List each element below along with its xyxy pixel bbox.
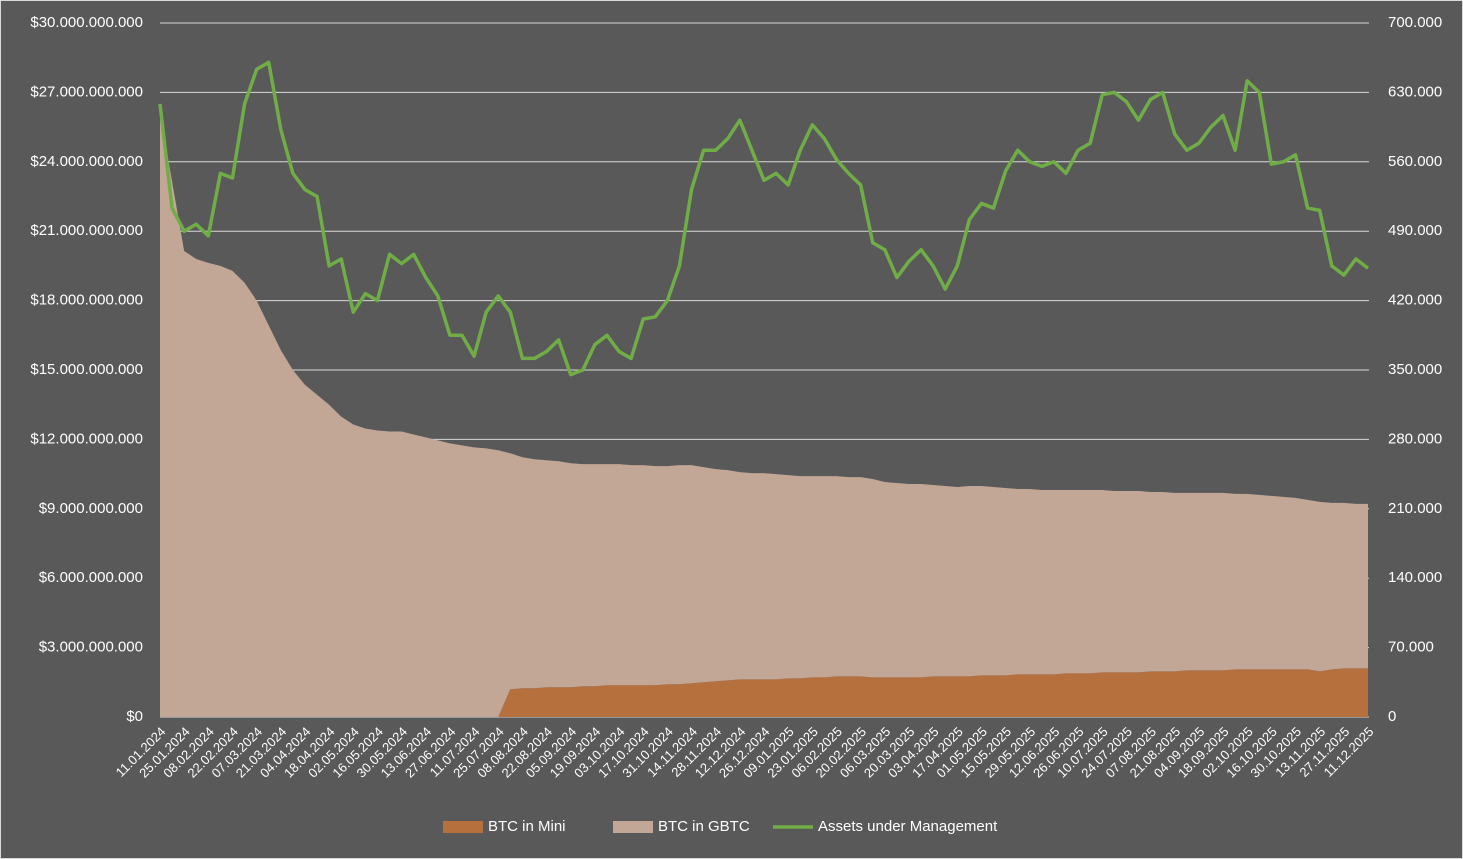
- y2-tick-label: 350.000: [1388, 361, 1442, 378]
- line: [158, 60, 1370, 377]
- y2-tick-label: 0: [1388, 708, 1396, 725]
- legend-swatch: [613, 821, 653, 833]
- plot-area: [158, 60, 1370, 717]
- y2-tick-label: 630.000: [1388, 83, 1442, 100]
- y2-tick-label: 280.000: [1388, 430, 1442, 447]
- y-tick-label: $9.000.000.000: [39, 500, 143, 517]
- y-tick-label: $12.000.000.000: [30, 430, 143, 447]
- legend: BTC in Mini BTC in GBTC Assets under Manag…: [443, 818, 998, 835]
- legend-swatch: [443, 821, 483, 833]
- y2-tick-label: 420.000: [1388, 292, 1442, 309]
- y-tick-label: $0: [126, 708, 143, 725]
- area: [160, 668, 1368, 717]
- y2-tick-label: 140.000: [1388, 569, 1442, 586]
- y2-tick-label: 490.000: [1388, 222, 1442, 239]
- y2-tick-label: 560.000: [1388, 153, 1442, 170]
- y2-tick-label: 70.000: [1388, 639, 1434, 656]
- y-tick-label: $27.000.000.000: [30, 83, 143, 100]
- legend-label: BTC in GBTC: [658, 818, 750, 835]
- y-tick-label: $24.000.000.000: [30, 153, 143, 170]
- legend-label: BTC in Mini: [488, 818, 566, 835]
- y-tick-label: $21.000.000.000: [30, 222, 143, 239]
- area: [160, 112, 1368, 717]
- legend-label: Assets under Management: [818, 818, 998, 835]
- y2-tick-label: 210.000: [1388, 500, 1442, 517]
- y-tick-label: $6.000.000.000: [39, 569, 143, 586]
- y-tick-label: $30.000.000.000: [30, 14, 143, 31]
- y-tick-label: $18.000.000.000: [30, 292, 143, 309]
- y-tick-label: $3.000.000.000: [39, 639, 143, 656]
- y2-tick-label: 700.000: [1388, 14, 1442, 31]
- y-tick-label: $15.000.000.000: [30, 361, 143, 378]
